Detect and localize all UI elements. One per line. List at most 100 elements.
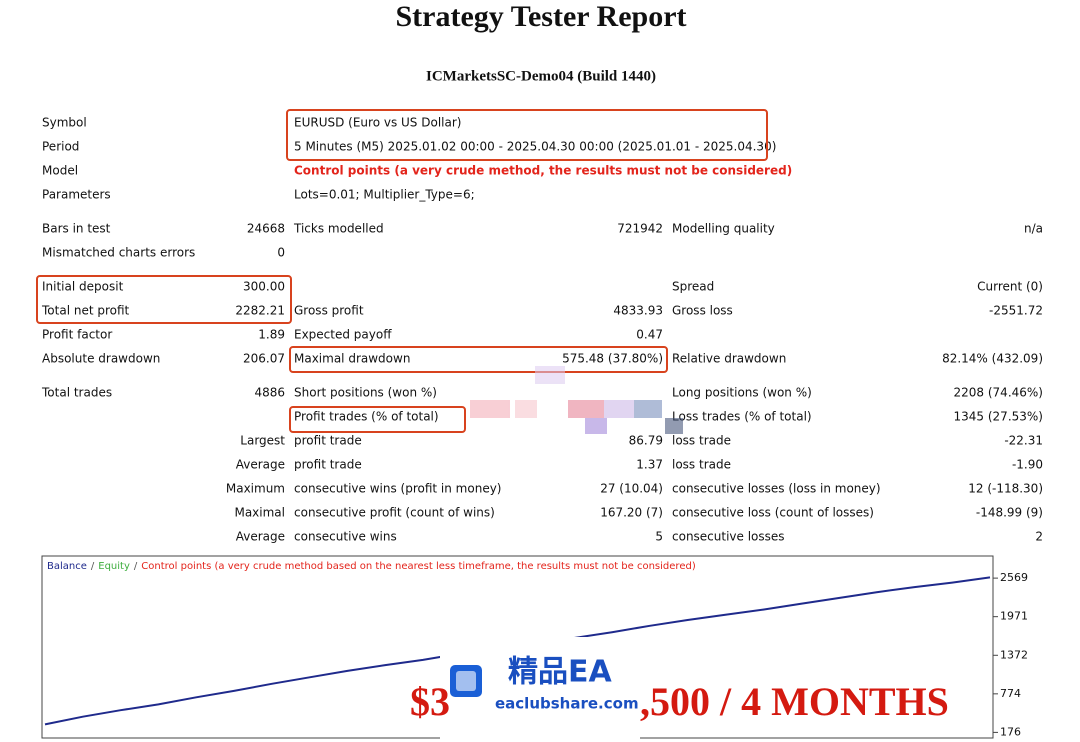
- info-label: Parameters: [42, 188, 111, 202]
- logo-text: 精品EA: [508, 655, 612, 690]
- legend-entry: Equity: [98, 561, 130, 572]
- stat-label: Loss trades (% of total): [672, 410, 812, 424]
- stat-label: consecutive profit (count of wins): [294, 506, 495, 520]
- subtitle: ICMarketsSC-Demo04 (Build 1440): [426, 68, 656, 84]
- stat-label: Average: [236, 458, 285, 472]
- highlights: [36, 109, 768, 433]
- info-label: Period: [42, 140, 79, 154]
- stat-value: 12 (-118.30): [968, 482, 1043, 496]
- stat-value: 4833.93: [613, 304, 663, 318]
- stat-value: 575.48 (37.80%): [562, 352, 663, 366]
- legend-separator: /: [91, 561, 95, 572]
- content: Symbol EURUSD (Euro vs US Dollar) Period 5 …: [41, 116, 1043, 544]
- stat-label: Modelling quality: [672, 222, 775, 236]
- y-tick-label: 774: [1000, 687, 1021, 700]
- stat-label: consecutive wins (profit in money): [294, 482, 502, 496]
- stat-value: Current (0): [977, 280, 1043, 294]
- highlight-box: [286, 109, 768, 161]
- blur: [665, 418, 683, 434]
- stat-label: consecutive losses (loss in money): [672, 482, 881, 496]
- stat-label: Spread: [672, 280, 714, 294]
- stat-label: consecutive losses: [672, 530, 785, 544]
- stat-label: Gross loss: [672, 304, 733, 318]
- stat-label: Bars in test: [42, 222, 111, 236]
- stat-value: 2208 (74.46%): [954, 386, 1043, 400]
- stat-value: 24668: [247, 222, 285, 236]
- stat-value: 167.20 (7): [600, 506, 663, 520]
- highlight-box: [289, 406, 466, 433]
- stat-label: Largest: [240, 434, 285, 448]
- stat-value: n/a: [1024, 222, 1043, 236]
- stat-value: 86.79: [629, 434, 663, 448]
- info-label: Model: [42, 164, 78, 178]
- stat-value: 2: [1035, 530, 1043, 544]
- stat-value: 4886: [254, 386, 285, 400]
- stat-value: 2282.21: [235, 304, 285, 318]
- stat-value: -148.99 (9): [976, 506, 1043, 520]
- info-value: EURUSD (Euro vs US Dollar): [294, 116, 461, 130]
- stat-value: -2551.72: [989, 304, 1043, 318]
- stat-label: Total trades: [41, 386, 112, 400]
- info-label: Symbol: [42, 116, 87, 130]
- stat-label: Expected payoff: [294, 328, 392, 342]
- stat-label: Gross profit: [294, 304, 364, 318]
- stat-label: Absolute drawdown: [42, 352, 160, 366]
- highlight-box: [36, 275, 292, 324]
- y-tick-label: 2569: [1000, 571, 1028, 584]
- logo-icon-inner: [456, 671, 476, 691]
- stat-value: 1.89: [258, 328, 285, 342]
- highlight-box: [289, 346, 668, 373]
- watermark: 精品EA eaclubshare.com $3 ,500 / 4 MONTHS: [410, 637, 949, 742]
- stat-label: Ticks modelled: [293, 222, 384, 236]
- stat-value: 721942: [617, 222, 663, 236]
- blur: [568, 400, 604, 418]
- blur: [515, 400, 537, 418]
- stat-value: -22.31: [1004, 434, 1043, 448]
- stat-value: 5: [655, 530, 663, 544]
- stat-value: 1.37: [636, 458, 663, 472]
- banner-left: $3: [410, 679, 450, 724]
- stat-label: Maximal drawdown: [294, 352, 410, 366]
- legend-entry: Control points (a very crude method base…: [141, 561, 696, 572]
- stat-label: Profit trades (% of total): [294, 410, 439, 424]
- blur: [535, 366, 565, 384]
- info-value: Lots=0.01; Multiplier_Type=6;: [294, 188, 475, 202]
- stat-value: 300.00: [243, 280, 285, 294]
- blur: [634, 400, 662, 418]
- y-tick-label: 176: [1000, 725, 1021, 738]
- stat-value: 0: [277, 246, 285, 260]
- stat-label: Maximal: [234, 506, 285, 520]
- banner-right: ,500 / 4 MONTHS: [640, 679, 949, 724]
- stat-label: Average: [236, 530, 285, 544]
- blur-patches: [470, 366, 683, 434]
- stat-value: 1345 (27.53%): [954, 410, 1043, 424]
- stat-label: profit trade: [294, 458, 362, 472]
- legend-entry: Balance: [47, 561, 87, 572]
- blur: [585, 418, 607, 434]
- title: Strategy Tester Report: [395, 0, 686, 33]
- stat-label: consecutive loss (count of losses): [672, 506, 874, 520]
- stat-value: 27 (10.04): [600, 482, 663, 496]
- stat-label: loss trade: [672, 434, 731, 448]
- stat-value: 82.14% (432.09): [942, 352, 1043, 366]
- blur: [470, 400, 510, 418]
- logo-site: eaclubshare.com: [495, 695, 639, 713]
- info-value: Control points (a very crude method, the…: [294, 164, 792, 178]
- stat-label: Short positions (won %): [294, 386, 437, 400]
- stat-label: loss trade: [672, 458, 731, 472]
- stat-label: Initial deposit: [42, 280, 124, 294]
- y-tick-label: 1372: [1000, 648, 1028, 661]
- stat-label: Mismatched charts errors: [42, 246, 195, 260]
- stat-value: 206.07: [243, 352, 285, 366]
- y-tick-label: 1971: [1000, 610, 1028, 623]
- stat-label: Long positions (won %): [672, 386, 812, 400]
- stat-label: Maximum: [226, 482, 285, 496]
- stat-value: 0.47: [636, 328, 663, 342]
- legend-separator: /: [134, 561, 138, 572]
- stat-value: -1.90: [1012, 458, 1043, 472]
- stat-label: Relative drawdown: [672, 352, 786, 366]
- stat-label: Total net profit: [41, 304, 130, 318]
- info-value: 5 Minutes (M5) 2025.01.02 00:00 - 2025.0…: [294, 140, 776, 154]
